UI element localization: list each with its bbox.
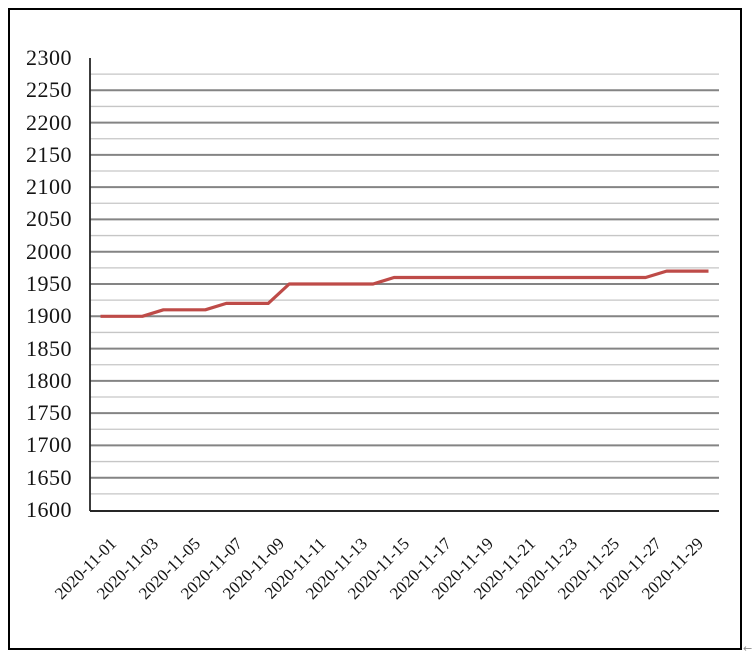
data-series-line (100, 269, 709, 318)
y-tick-label: 2250 (26, 77, 72, 103)
y-tick-label: 1700 (26, 432, 72, 458)
line-chart-plot (89, 58, 719, 512)
y-tick-label: 1750 (26, 400, 72, 426)
y-tick-label: 2300 (26, 45, 72, 70)
line-break-arrow-icon: ← (743, 642, 752, 655)
y-tick-label: 2100 (26, 174, 72, 200)
y-tick-label: 1800 (26, 367, 72, 393)
chart-frame: 2300 2250 2200 2150 2100 2050 2000 1950 1900 1850… (8, 8, 742, 650)
y-tick-label: 1950 (26, 271, 72, 296)
y-tick-label: 1600 (26, 497, 72, 522)
y-tick-label: 2150 (26, 141, 72, 167)
y-tick-label: 2050 (26, 206, 72, 232)
y-tick-label: 1650 (26, 464, 72, 490)
y-tick-label: 1850 (26, 335, 72, 361)
y-tick-label: 2200 (26, 109, 72, 135)
y-tick-label: 2000 (26, 238, 72, 264)
y-tick-label: 1900 (26, 303, 72, 329)
